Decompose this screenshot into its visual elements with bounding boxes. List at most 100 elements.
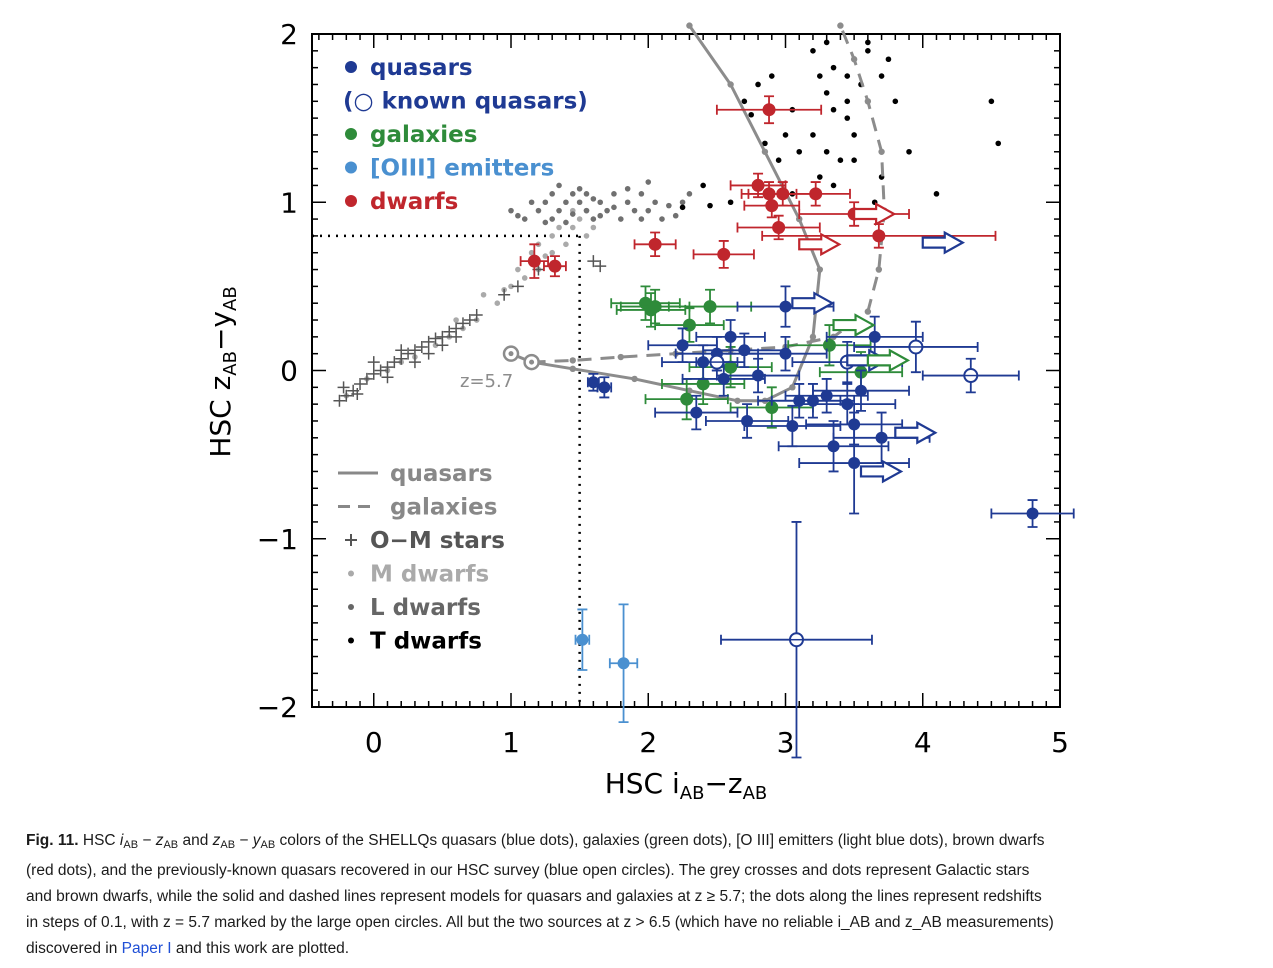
galaxy-model-point <box>864 98 872 105</box>
l-dwarf-point <box>569 191 576 197</box>
t-dwarf-point <box>762 140 768 147</box>
t-dwarf-point <box>844 115 851 121</box>
t-dwarf-point <box>988 98 995 105</box>
t-dwarf-point <box>830 64 837 71</box>
t-dwarf-point <box>796 148 803 155</box>
t-dwarf-point <box>679 204 686 211</box>
y-axis-label-part: −y <box>204 311 237 351</box>
l-dwarf-point <box>556 207 562 214</box>
quasar-point <box>854 384 867 397</box>
lower-limit-arrow <box>894 420 938 445</box>
m-dwarf-point <box>569 224 576 231</box>
om-star-point <box>470 308 483 321</box>
l-dwarf-point <box>549 216 555 222</box>
t-dwarf-point <box>933 191 940 197</box>
l-dwarf-point <box>597 212 604 219</box>
lower-limit-arrow <box>853 202 897 226</box>
m-dwarf-point <box>563 241 569 248</box>
m-dwarf-point <box>590 224 597 231</box>
dwarf-point <box>809 187 823 201</box>
l-dwarf-point <box>521 216 528 222</box>
galaxy-model-point <box>878 148 885 155</box>
dwarf-point <box>872 229 886 243</box>
l-dwarf-point <box>666 202 672 209</box>
l-dwarf-point <box>563 199 569 206</box>
caption-line-2: (red dots), and the previously-known qua… <box>26 862 1030 879</box>
quasar-model-point <box>727 81 734 88</box>
l-dwarf-point <box>542 219 549 226</box>
quasar-model-point <box>569 365 576 373</box>
caption-line-5: discovered in Paper I and this work are … <box>26 936 1254 962</box>
x-tick-label: 0 <box>365 726 383 759</box>
x-axis-label-part: AB <box>680 783 705 804</box>
l-dwarf-point <box>590 216 597 222</box>
l-dwarf-point <box>624 185 631 192</box>
t-dwarf-point <box>817 174 823 180</box>
l-dwarf-point <box>611 204 617 211</box>
l-dwarf-point <box>645 207 652 214</box>
t-dwarf-point <box>851 157 857 163</box>
om-star-point <box>337 381 350 394</box>
x-axis-label: HSC iAB−zAB <box>605 767 768 804</box>
t-dwarf-point <box>782 132 789 138</box>
quasar-model-point <box>686 387 693 394</box>
m-dwarf-point <box>583 233 590 239</box>
l-dwarf-point <box>508 207 514 214</box>
quasar-point <box>848 457 861 470</box>
om-star-point <box>354 377 367 390</box>
legend-marker <box>348 604 354 610</box>
quasar-point <box>724 330 737 343</box>
quasar-point <box>841 398 854 411</box>
om-star-point <box>436 339 449 352</box>
l-dwarf-point <box>583 191 590 197</box>
legend-label: L dwarfs <box>370 595 481 621</box>
l-dwarf-point <box>535 207 542 214</box>
om-star-point <box>456 317 469 330</box>
figure-caption: Fig. 11. HSC iAB − zAB and zAB − yAB col… <box>26 828 1254 962</box>
quasar-point <box>1026 507 1039 520</box>
t-dwarf-point <box>906 148 912 155</box>
l-dwarf-point <box>638 216 645 222</box>
t-dwarf-point <box>892 98 899 105</box>
dwarf-point <box>772 220 786 234</box>
om-star-point <box>367 356 380 369</box>
m-dwarf-point <box>521 275 528 281</box>
quasar-point <box>690 406 703 419</box>
l-dwarf-point <box>597 199 604 206</box>
m-dwarf-point <box>453 317 459 323</box>
x-tick-label: 4 <box>914 726 932 759</box>
z57-label: z=5.7 <box>460 371 513 392</box>
galaxy-point <box>703 300 717 314</box>
caption-text-1a: HSC <box>78 832 120 849</box>
galaxy-point <box>724 360 738 374</box>
legend-label: quasars <box>390 461 493 487</box>
l-dwarf-point <box>542 199 549 206</box>
dwarf-point <box>762 103 776 117</box>
l-dwarf-point <box>618 216 624 222</box>
x-tick-label: 2 <box>639 726 657 759</box>
oiii-emitter-point <box>576 633 589 646</box>
paper-i-link[interactable]: Paper I <box>121 940 172 957</box>
legend-label: (○ known quasars) <box>343 89 588 115</box>
legend-label: T dwarfs <box>370 629 482 655</box>
oiii-emitter-point <box>617 657 630 670</box>
om-star-point <box>333 394 346 407</box>
l-dwarf-point <box>604 207 610 214</box>
m-dwarf-point <box>494 300 501 307</box>
t-dwarf-point <box>810 132 816 138</box>
m-dwarf-point <box>556 224 562 231</box>
quasar-point <box>779 347 792 360</box>
z57-center-dot <box>508 351 514 357</box>
galaxy-model-point <box>837 22 844 29</box>
om-star-point <box>429 332 442 345</box>
y-axis-label-part: HSC z <box>204 376 237 458</box>
t-dwarf-point <box>823 90 830 96</box>
l-dwarf-point <box>672 212 679 219</box>
l-dwarf-point <box>631 207 638 214</box>
om-star-point <box>388 356 401 369</box>
m-dwarf-point <box>542 253 549 259</box>
caption-line-3: and brown dwarfs, while the solid and da… <box>26 888 1042 905</box>
m-dwarf-point <box>549 249 555 256</box>
legend-marker <box>345 128 357 140</box>
l-dwarf-point <box>583 207 590 214</box>
